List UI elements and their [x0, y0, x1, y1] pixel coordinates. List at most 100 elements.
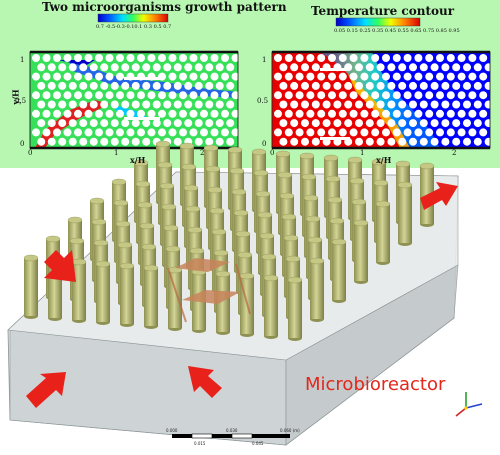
pillar-cross-section — [231, 109, 238, 118]
pillar-cross-section — [74, 91, 82, 100]
pillar-cross-section — [152, 100, 161, 109]
pillar-cross-section — [392, 109, 401, 118]
reactor-pillar — [263, 274, 279, 339]
pillar-cross-section — [436, 109, 444, 118]
pillar-cross-section — [430, 137, 439, 146]
pillar-cross-section — [74, 72, 82, 81]
pillar-cross-section — [436, 91, 444, 100]
pillar-cross-section — [231, 54, 238, 62]
pillar-cross-section — [42, 91, 51, 100]
pillar-cross-section — [95, 72, 103, 81]
pillar-cross-section — [414, 128, 423, 137]
pillar-cross-section — [414, 72, 423, 81]
pillar-cross-section — [355, 119, 363, 128]
pillar-cross-section — [338, 109, 347, 118]
pillar-cross-section — [409, 119, 417, 128]
pillar-cross-section — [284, 54, 293, 62]
pillar-cross-section — [355, 81, 363, 90]
growth-ytick-0: 0 — [20, 140, 25, 148]
pillar-cross-section — [279, 119, 288, 128]
pillar-cross-section — [274, 72, 282, 81]
pillar-cross-section — [158, 91, 166, 100]
pillar-cross-section — [42, 72, 51, 81]
pillar-cross-section — [382, 91, 390, 100]
pillar-cross-section — [376, 63, 385, 72]
reactor-pillar — [119, 262, 135, 327]
pillar-cross-section — [215, 63, 224, 72]
pillar-cross-section — [53, 128, 61, 137]
growth-colorbar-tick: 0.5 — [153, 24, 162, 30]
pillar-cross-section — [382, 72, 390, 81]
pillar-cross-section — [79, 137, 88, 146]
pillar-cross-section — [279, 63, 288, 72]
temp-xtick-1: 1 — [360, 149, 365, 157]
pillar-cross-section — [349, 72, 358, 81]
pillar-cross-section — [105, 128, 114, 137]
pillar-cross-section — [284, 128, 293, 137]
pillar-cross-section — [63, 128, 72, 137]
pillar-cross-section — [301, 63, 309, 72]
pillar-cross-section — [89, 63, 98, 72]
pillar-cross-section — [419, 119, 428, 128]
pillar-cross-section — [365, 137, 374, 146]
pillar-cross-section — [328, 91, 336, 100]
pillar-cross-section — [452, 137, 461, 146]
pillar-cross-section — [344, 119, 353, 128]
pillar-cross-section — [295, 91, 304, 100]
pillar-cross-section — [457, 91, 466, 100]
pillar-cross-section — [79, 63, 88, 72]
pillar-cross-section — [63, 91, 72, 100]
growth-xtick-0: 0 — [28, 149, 33, 157]
pillar-cross-section — [163, 81, 172, 90]
pillar-cross-section — [333, 81, 342, 90]
pillar-cross-section — [484, 119, 490, 128]
pillar-cross-section — [215, 119, 224, 128]
pillar-cross-section — [279, 100, 288, 109]
pillar-cross-section — [184, 100, 193, 109]
pillar-cross-section — [479, 91, 488, 100]
pillar-cross-section — [306, 54, 315, 62]
pillar-cross-section — [409, 100, 417, 109]
pillar-cross-section — [349, 128, 358, 137]
pillar-cross-section — [184, 63, 193, 72]
pillar-cross-section — [110, 63, 119, 72]
pillar-cross-section — [173, 63, 182, 72]
pillar-cross-section — [147, 91, 156, 100]
pillar-cross-section — [430, 119, 439, 128]
pillar-cross-section — [158, 54, 166, 62]
microbioreactor-3d-render — [7, 140, 483, 446]
inlet-arrow-top-left — [44, 250, 76, 282]
pillar-cross-section — [403, 72, 412, 81]
pillar-cross-section — [382, 128, 390, 137]
pillar-cross-section — [425, 54, 434, 62]
growth-colorbar-tick: 0.7 — [163, 24, 172, 30]
pillar-cross-section — [479, 128, 488, 137]
pillar-cross-section — [322, 81, 331, 90]
growth-ytick-1: 1 — [20, 56, 25, 64]
pillar-cross-section — [376, 100, 385, 109]
reactor-pillar — [71, 258, 87, 323]
inlet-arrow-bottom-left — [26, 372, 66, 408]
pillar-cross-section — [163, 119, 172, 128]
pillar-cross-section — [457, 128, 466, 137]
pillar-cross-section — [430, 63, 439, 72]
reactor-pillar — [331, 238, 347, 303]
pillar-cross-section — [116, 72, 124, 81]
pillar-cross-section — [142, 63, 151, 72]
pillar-cross-section — [409, 81, 417, 90]
outlet-arrow-top-right — [420, 182, 458, 210]
pillar-cross-section — [68, 137, 77, 146]
pillar-cross-section — [371, 91, 380, 100]
pillar-cross-section — [226, 119, 235, 128]
pillar-cross-section — [32, 91, 40, 100]
pillar-cross-section — [142, 81, 151, 90]
pillar-cross-section — [205, 81, 214, 90]
pillar-cross-section — [231, 128, 238, 137]
pillar-cross-section — [463, 137, 471, 146]
pillar-cross-section — [110, 119, 119, 128]
pillar-cross-section — [37, 119, 46, 128]
pillar-cross-section — [79, 81, 88, 90]
pillar-cross-section — [105, 109, 114, 118]
pillar-cross-section — [452, 81, 461, 90]
pillar-cross-section — [121, 100, 130, 109]
